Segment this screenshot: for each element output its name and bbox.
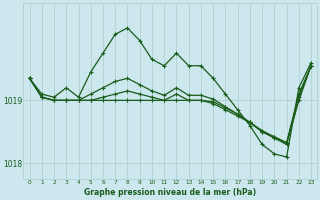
X-axis label: Graphe pression niveau de la mer (hPa): Graphe pression niveau de la mer (hPa) — [84, 188, 256, 197]
